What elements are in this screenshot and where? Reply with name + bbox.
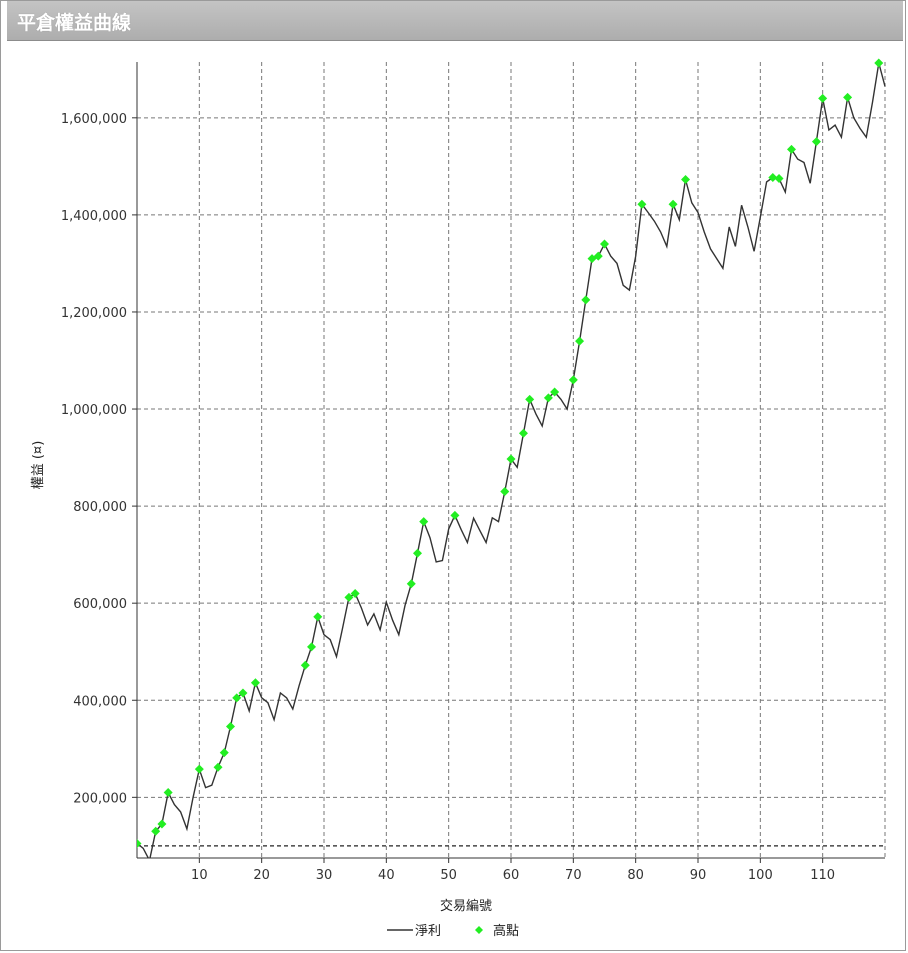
x-tick-label: 110 bbox=[810, 868, 835, 883]
x-tick-label: 80 bbox=[627, 868, 644, 883]
high-point-marker bbox=[518, 428, 528, 438]
x-tick-label: 70 bbox=[565, 868, 582, 883]
high-point-marker bbox=[226, 721, 235, 731]
y-tick-label: 1,400,000 bbox=[61, 209, 127, 224]
high-point-marker bbox=[419, 517, 429, 527]
y-tick-label: 200,000 bbox=[73, 791, 127, 806]
high-point-marker bbox=[300, 660, 310, 670]
high-point-marker bbox=[313, 612, 323, 622]
high-point-marker bbox=[157, 819, 167, 829]
x-tick-label: 50 bbox=[440, 868, 457, 883]
x-tick-label: 30 bbox=[316, 868, 333, 883]
x-axis-label: 交易編號 bbox=[440, 898, 492, 914]
y-tick-label: 1,600,000 bbox=[61, 112, 127, 127]
y-tick-label: 1,200,000 bbox=[61, 306, 127, 321]
high-point-marker bbox=[787, 144, 796, 154]
y-tick-label: 800,000 bbox=[73, 500, 127, 515]
high-point-marker bbox=[213, 762, 223, 772]
high-point-marker bbox=[500, 487, 510, 497]
x-tick-label: 40 bbox=[378, 868, 395, 883]
high-point-marker bbox=[668, 199, 678, 209]
high-point-marker bbox=[413, 548, 422, 558]
high-point-marker bbox=[843, 92, 853, 102]
x-tick-label: 90 bbox=[690, 868, 707, 883]
high-point-marker bbox=[575, 336, 585, 346]
window-title: 平倉權益曲線 bbox=[17, 12, 132, 34]
high-point-marker bbox=[238, 688, 248, 698]
high-point-marker bbox=[151, 826, 161, 836]
y-axis-label: 權益 (¤) bbox=[31, 441, 46, 490]
high-point-marker bbox=[818, 93, 828, 103]
high-point-marker bbox=[307, 642, 317, 652]
high-point-marker bbox=[406, 579, 416, 589]
y-tick-label: 1,000,000 bbox=[61, 403, 127, 418]
high-point-marker bbox=[681, 174, 691, 184]
high-point-marker bbox=[600, 239, 609, 249]
high-point-marker bbox=[593, 251, 603, 261]
y-tick-label: 600,000 bbox=[73, 597, 127, 612]
x-tick-label: 10 bbox=[191, 868, 208, 883]
high-point-marker bbox=[637, 199, 647, 209]
high-point-marker bbox=[581, 295, 591, 305]
high-point-marker bbox=[543, 393, 553, 403]
legend-marker-swatch bbox=[475, 926, 483, 934]
high-point-marker bbox=[219, 748, 229, 758]
high-point-marker bbox=[163, 787, 173, 797]
high-point-marker bbox=[506, 454, 516, 464]
equity-curve-chart: 10 20 30 40 50 60 70 80 90 100 110 200,000 400,000 60… bbox=[31, 58, 886, 939]
x-tick-label: 60 bbox=[503, 868, 520, 883]
high-point-marker bbox=[568, 375, 578, 385]
legend-label-net-profit: 淨利 bbox=[415, 924, 441, 939]
high-point-marker bbox=[350, 588, 360, 598]
high-point-marker bbox=[550, 387, 560, 397]
legend-label-high-point: 高點 bbox=[493, 923, 519, 939]
high-point-marker bbox=[768, 173, 778, 183]
x-tick-label: 20 bbox=[253, 868, 270, 883]
high-point-marker bbox=[774, 173, 784, 183]
high-point-marker bbox=[450, 510, 460, 520]
high-point-marker bbox=[137, 838, 142, 848]
x-tick-label: 100 bbox=[748, 868, 773, 883]
high-point-marker bbox=[344, 592, 354, 602]
title-bar: 平倉權益曲線 bbox=[7, 1, 903, 41]
high-point-marker bbox=[525, 394, 535, 404]
high-point-marker bbox=[232, 693, 242, 703]
high-point-marker bbox=[811, 137, 821, 147]
y-tick-label: 400,000 bbox=[73, 694, 127, 709]
high-point-marker bbox=[194, 764, 204, 774]
high-point-marker bbox=[250, 678, 260, 688]
high-point-marker bbox=[874, 58, 884, 68]
